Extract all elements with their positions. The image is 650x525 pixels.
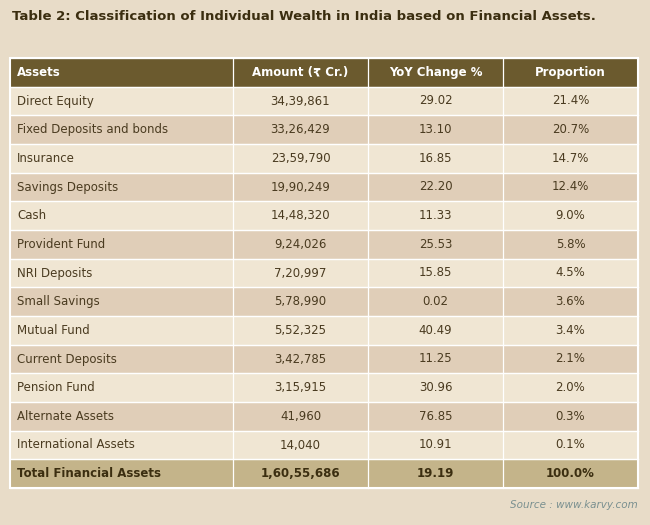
Text: 34,39,861: 34,39,861 bbox=[270, 94, 330, 108]
Text: Proportion: Proportion bbox=[535, 66, 606, 79]
Text: 23,59,790: 23,59,790 bbox=[270, 152, 330, 165]
Bar bbox=[10, 345, 638, 373]
Text: 13.10: 13.10 bbox=[419, 123, 452, 136]
Text: 33,26,429: 33,26,429 bbox=[270, 123, 330, 136]
Text: Provident Fund: Provident Fund bbox=[17, 238, 105, 251]
Text: Small Savings: Small Savings bbox=[17, 295, 99, 308]
Text: 0.3%: 0.3% bbox=[556, 410, 585, 423]
Text: Current Deposits: Current Deposits bbox=[17, 352, 117, 365]
Text: Fixed Deposits and bonds: Fixed Deposits and bonds bbox=[17, 123, 168, 136]
Text: 14,040: 14,040 bbox=[280, 438, 321, 452]
Text: 2.0%: 2.0% bbox=[556, 381, 586, 394]
Text: 5,52,325: 5,52,325 bbox=[274, 324, 326, 337]
Text: Savings Deposits: Savings Deposits bbox=[17, 181, 118, 194]
Bar bbox=[10, 87, 638, 116]
Text: 2.1%: 2.1% bbox=[556, 352, 586, 365]
Text: Pension Fund: Pension Fund bbox=[17, 381, 95, 394]
Bar bbox=[10, 58, 638, 87]
Text: 14.7%: 14.7% bbox=[552, 152, 589, 165]
Text: 5,78,990: 5,78,990 bbox=[274, 295, 326, 308]
Bar bbox=[10, 287, 638, 316]
Text: 3.6%: 3.6% bbox=[556, 295, 586, 308]
Text: Table 2: Classification of Individual Wealth in India based on Financial Assets.: Table 2: Classification of Individual We… bbox=[12, 10, 596, 23]
Text: 9,24,026: 9,24,026 bbox=[274, 238, 327, 251]
Bar bbox=[10, 459, 638, 488]
Text: 9.0%: 9.0% bbox=[556, 209, 586, 222]
Text: Alternate Assets: Alternate Assets bbox=[17, 410, 114, 423]
Bar bbox=[10, 58, 638, 488]
Text: 19.19: 19.19 bbox=[417, 467, 454, 480]
Text: 14,48,320: 14,48,320 bbox=[270, 209, 330, 222]
Text: 12.4%: 12.4% bbox=[552, 181, 589, 194]
Text: 76.85: 76.85 bbox=[419, 410, 452, 423]
Text: 3,15,915: 3,15,915 bbox=[274, 381, 326, 394]
Text: Mutual Fund: Mutual Fund bbox=[17, 324, 90, 337]
Text: 30.96: 30.96 bbox=[419, 381, 452, 394]
Text: Amount (₹ Cr.): Amount (₹ Cr.) bbox=[252, 66, 348, 79]
Text: 11.33: 11.33 bbox=[419, 209, 452, 222]
Text: 40.49: 40.49 bbox=[419, 324, 452, 337]
Text: 15.85: 15.85 bbox=[419, 267, 452, 279]
Text: 0.02: 0.02 bbox=[422, 295, 448, 308]
Text: YoY Change %: YoY Change % bbox=[389, 66, 482, 79]
Text: 21.4%: 21.4% bbox=[552, 94, 589, 108]
Text: 19,90,249: 19,90,249 bbox=[270, 181, 330, 194]
Text: 29.02: 29.02 bbox=[419, 94, 452, 108]
Text: 3.4%: 3.4% bbox=[556, 324, 586, 337]
Bar bbox=[10, 316, 638, 345]
Text: International Assets: International Assets bbox=[17, 438, 135, 452]
Text: 20.7%: 20.7% bbox=[552, 123, 589, 136]
Bar bbox=[10, 116, 638, 144]
Bar bbox=[10, 230, 638, 259]
Text: Assets: Assets bbox=[17, 66, 60, 79]
Text: 1,60,55,686: 1,60,55,686 bbox=[261, 467, 340, 480]
Text: Source : www.karvy.com: Source : www.karvy.com bbox=[510, 500, 638, 510]
Text: 7,20,997: 7,20,997 bbox=[274, 267, 327, 279]
Bar bbox=[10, 402, 638, 430]
Text: 25.53: 25.53 bbox=[419, 238, 452, 251]
Text: 5.8%: 5.8% bbox=[556, 238, 585, 251]
Text: 0.1%: 0.1% bbox=[556, 438, 586, 452]
Bar bbox=[10, 144, 638, 173]
Text: 11.25: 11.25 bbox=[419, 352, 452, 365]
Text: Direct Equity: Direct Equity bbox=[17, 94, 94, 108]
Text: 3,42,785: 3,42,785 bbox=[274, 352, 326, 365]
Text: 4.5%: 4.5% bbox=[556, 267, 586, 279]
Text: 41,960: 41,960 bbox=[280, 410, 321, 423]
Bar bbox=[10, 259, 638, 287]
Text: 16.85: 16.85 bbox=[419, 152, 452, 165]
Text: 100.0%: 100.0% bbox=[546, 467, 595, 480]
Text: Cash: Cash bbox=[17, 209, 46, 222]
Bar bbox=[10, 373, 638, 402]
Text: NRI Deposits: NRI Deposits bbox=[17, 267, 92, 279]
Bar bbox=[10, 173, 638, 201]
Text: Total Financial Assets: Total Financial Assets bbox=[17, 467, 161, 480]
Bar bbox=[10, 430, 638, 459]
Bar bbox=[10, 201, 638, 230]
Text: 10.91: 10.91 bbox=[419, 438, 452, 452]
Text: 22.20: 22.20 bbox=[419, 181, 452, 194]
Text: Insurance: Insurance bbox=[17, 152, 75, 165]
